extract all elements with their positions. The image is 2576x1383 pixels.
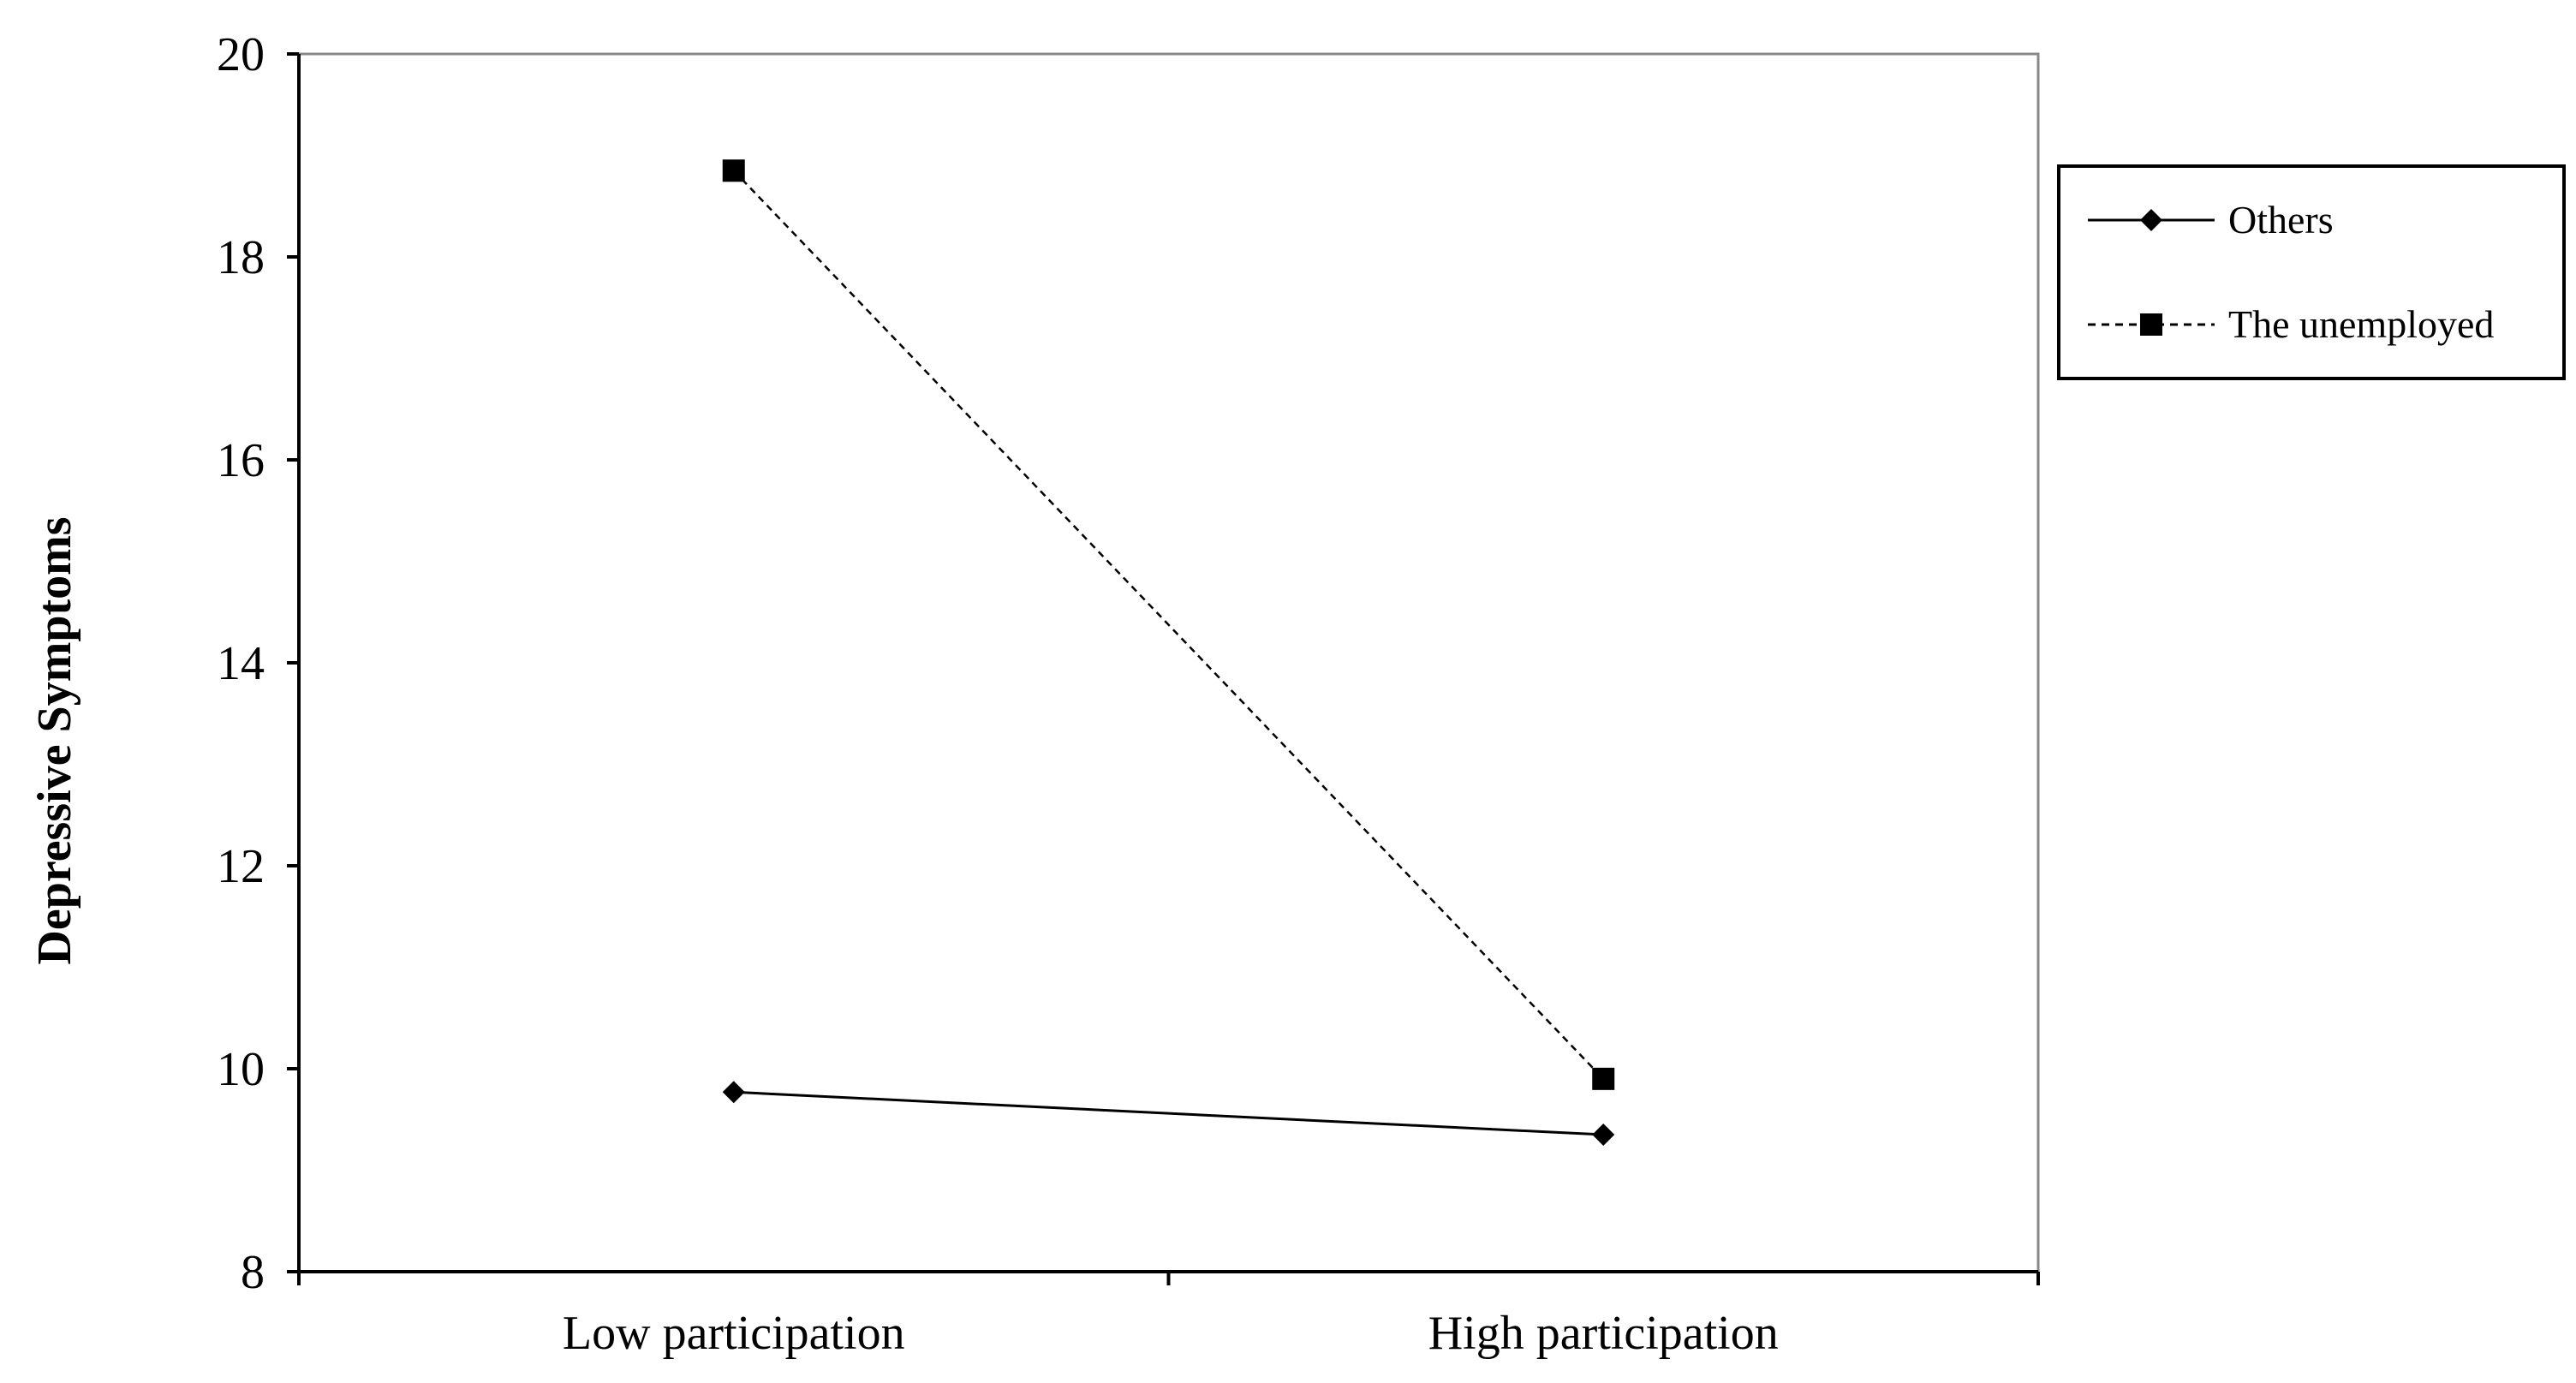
legend: Others The unemployed	[2057, 164, 2566, 380]
y-ticks: 8 10 12 14 16 18 20	[217, 28, 299, 1299]
y-tick-label: 12	[217, 840, 265, 893]
data-point-square	[1592, 1067, 1615, 1090]
x-ticks: Low participation High participation	[297, 1272, 2040, 1360]
legend-unemployed-square-icon	[2140, 313, 2162, 336]
series-line-others	[733, 1090, 1604, 1136]
data-point-diamond	[1592, 1124, 1615, 1147]
legend-others-label: Others	[2228, 198, 2334, 241]
series-lines	[732, 170, 1605, 1136]
data-point-square	[722, 159, 745, 182]
plot-frame	[297, 52, 2040, 1273]
y-tick-label: 8	[241, 1246, 265, 1299]
series-line-unemployed	[732, 170, 1605, 1080]
legend-others-diamond-icon	[2140, 209, 2162, 231]
y-axis-label: Depressive Symptoms	[28, 516, 81, 964]
y-tick-label: 10	[217, 1043, 265, 1096]
legend-box	[2057, 164, 2566, 380]
y-tick-label: 18	[217, 231, 265, 284]
data-point-diamond	[722, 1081, 745, 1104]
x-tick-label: Low participation	[563, 1307, 905, 1360]
x-tick-label: High participation	[1428, 1307, 1779, 1360]
series-markers	[722, 159, 1615, 1147]
legend-unemployed-label: The unemployed	[2228, 302, 2494, 346]
y-tick-label: 14	[217, 637, 265, 690]
y-tick-label: 16	[217, 434, 265, 487]
y-tick-label: 20	[217, 28, 265, 81]
